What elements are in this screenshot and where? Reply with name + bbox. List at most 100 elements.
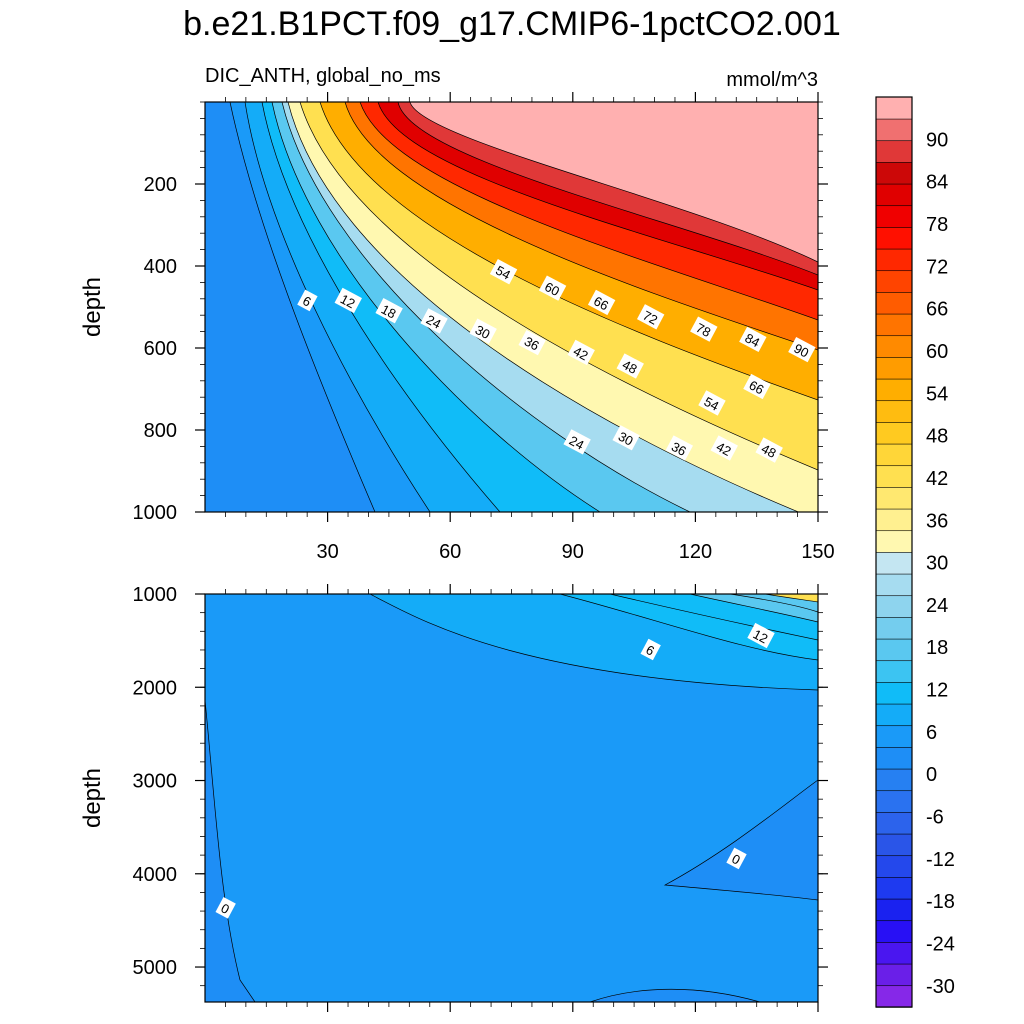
lower-fill-negative-right xyxy=(665,780,818,900)
colorbar-box xyxy=(875,725,913,748)
colorbar-label: -12 xyxy=(926,849,955,871)
contour-label-text: 12 xyxy=(338,291,358,311)
contour-label-text: 72 xyxy=(640,308,660,328)
contour-label-box xyxy=(567,339,595,366)
contour-label: 60 xyxy=(538,275,567,301)
contour-label: 54 xyxy=(489,259,518,285)
y-tick-label: 1000 xyxy=(133,584,178,606)
colorbar-label: 0 xyxy=(926,764,937,786)
upper-x-ticks: 30 60 90 120 150 xyxy=(225,92,835,563)
contour-label-text: 90 xyxy=(792,340,812,360)
x-tick-label: 90 xyxy=(562,541,584,563)
colorbar-label: 48 xyxy=(926,426,948,448)
colorbar-box xyxy=(875,638,913,662)
colorbar-label: 90 xyxy=(926,129,948,151)
x-tick-label: 30 xyxy=(316,541,338,563)
contour-label: 54 xyxy=(698,390,726,416)
contour-label-text: 18 xyxy=(379,302,399,322)
contour-label-text: 66 xyxy=(747,377,767,397)
contour-label-box xyxy=(375,297,403,324)
colorbar-box xyxy=(875,205,913,228)
colorbar-label: 6 xyxy=(926,722,937,744)
colorbar-frame xyxy=(875,96,913,1008)
y-tick-label: 200 xyxy=(144,174,177,196)
contour-label: 42 xyxy=(710,435,738,461)
lower-y-label: depth xyxy=(79,768,106,828)
lower-contour-lines xyxy=(205,594,818,1002)
contour-label-text: 12 xyxy=(751,626,771,646)
colorbar-box xyxy=(875,335,913,358)
colorbar-box xyxy=(875,270,913,293)
colorbar-box xyxy=(875,681,913,705)
colorbar-box xyxy=(875,118,913,142)
contour-label-text: 48 xyxy=(759,441,779,461)
contour-label-box xyxy=(612,425,640,451)
y-tick-label: 400 xyxy=(144,256,177,278)
y-tick-label: 1000 xyxy=(133,502,178,524)
contour-label: 0 xyxy=(215,897,236,919)
contour-label-box xyxy=(489,259,518,285)
upper-contour-lines xyxy=(229,102,818,512)
contour-label: 24 xyxy=(420,308,448,334)
colorbar-label: 60 xyxy=(926,341,948,363)
colorbar-box xyxy=(875,96,913,120)
upper-panel: depth 200 400 600 800 1000 30 60 90 120 150 6 12 1… xyxy=(79,92,835,563)
contour-label-box xyxy=(640,638,661,661)
colorbar-box xyxy=(875,421,913,445)
colorbar-box xyxy=(875,790,913,813)
colorbar-box xyxy=(875,833,913,857)
colorbar-box xyxy=(875,985,913,1008)
units-label: mmol/m^3 xyxy=(726,69,818,91)
contour-label: 24 xyxy=(563,429,591,455)
colorbar-box xyxy=(875,226,913,250)
upper-fill-lowest xyxy=(205,102,375,512)
lower-panel-field xyxy=(205,594,818,1002)
y-tick-label: 5000 xyxy=(133,957,178,979)
colorbar-box xyxy=(875,140,913,163)
colorbar-box xyxy=(875,963,913,987)
colorbar-box xyxy=(875,855,913,878)
colorbar-box xyxy=(875,551,913,575)
contour-label: 66 xyxy=(743,373,771,400)
contour-label-box xyxy=(616,353,644,379)
chart-title: b.e21.B1PCT.f09_g17.CMIP6-1pctCO2.001 xyxy=(183,5,841,43)
colorbar-box xyxy=(875,161,913,185)
contour-label-box xyxy=(747,622,775,649)
colorbar-box xyxy=(875,508,913,532)
upper-fill-90 xyxy=(410,102,818,262)
y-tick-label: 800 xyxy=(144,420,177,442)
y-tick-label: 2000 xyxy=(133,677,178,699)
contour-label: 78 xyxy=(690,316,718,342)
colorbar-box xyxy=(875,616,913,640)
contour-label-box xyxy=(563,429,591,455)
contour-label-box xyxy=(665,435,693,461)
colorbar-box xyxy=(875,400,913,423)
contour-label-box xyxy=(739,326,767,353)
colorbar-box xyxy=(875,486,913,510)
colorbar-box xyxy=(875,248,913,272)
variable-label: DIC_ANTH, global_no_ms xyxy=(205,65,441,87)
colorbar-label: 84 xyxy=(926,172,948,194)
contour-label: 30 xyxy=(469,318,497,344)
colorbar-box xyxy=(875,920,913,943)
colorbar-box xyxy=(875,573,913,597)
colorbar-box xyxy=(875,876,913,900)
contour-label-box xyxy=(587,289,616,316)
colorbar-box xyxy=(875,291,913,315)
lower-fill-negative-left xyxy=(205,700,255,1002)
contour-label-box xyxy=(518,329,546,356)
colorbar-box xyxy=(875,356,913,380)
colorbar-label: 12 xyxy=(926,680,948,702)
colorbar-label: -30 xyxy=(926,976,955,998)
contour-label: 90 xyxy=(788,336,816,363)
contour-label-text: 24 xyxy=(567,433,587,453)
colorbar-box xyxy=(875,746,913,770)
colorbar-box xyxy=(875,898,913,922)
colorbar-box xyxy=(875,941,913,965)
contour-label: 18 xyxy=(375,297,403,324)
contour-label-box xyxy=(710,435,738,461)
lower-fill-18 xyxy=(690,594,818,622)
contour-label-text: 54 xyxy=(493,263,513,283)
colorbar-label: 30 xyxy=(926,553,948,575)
